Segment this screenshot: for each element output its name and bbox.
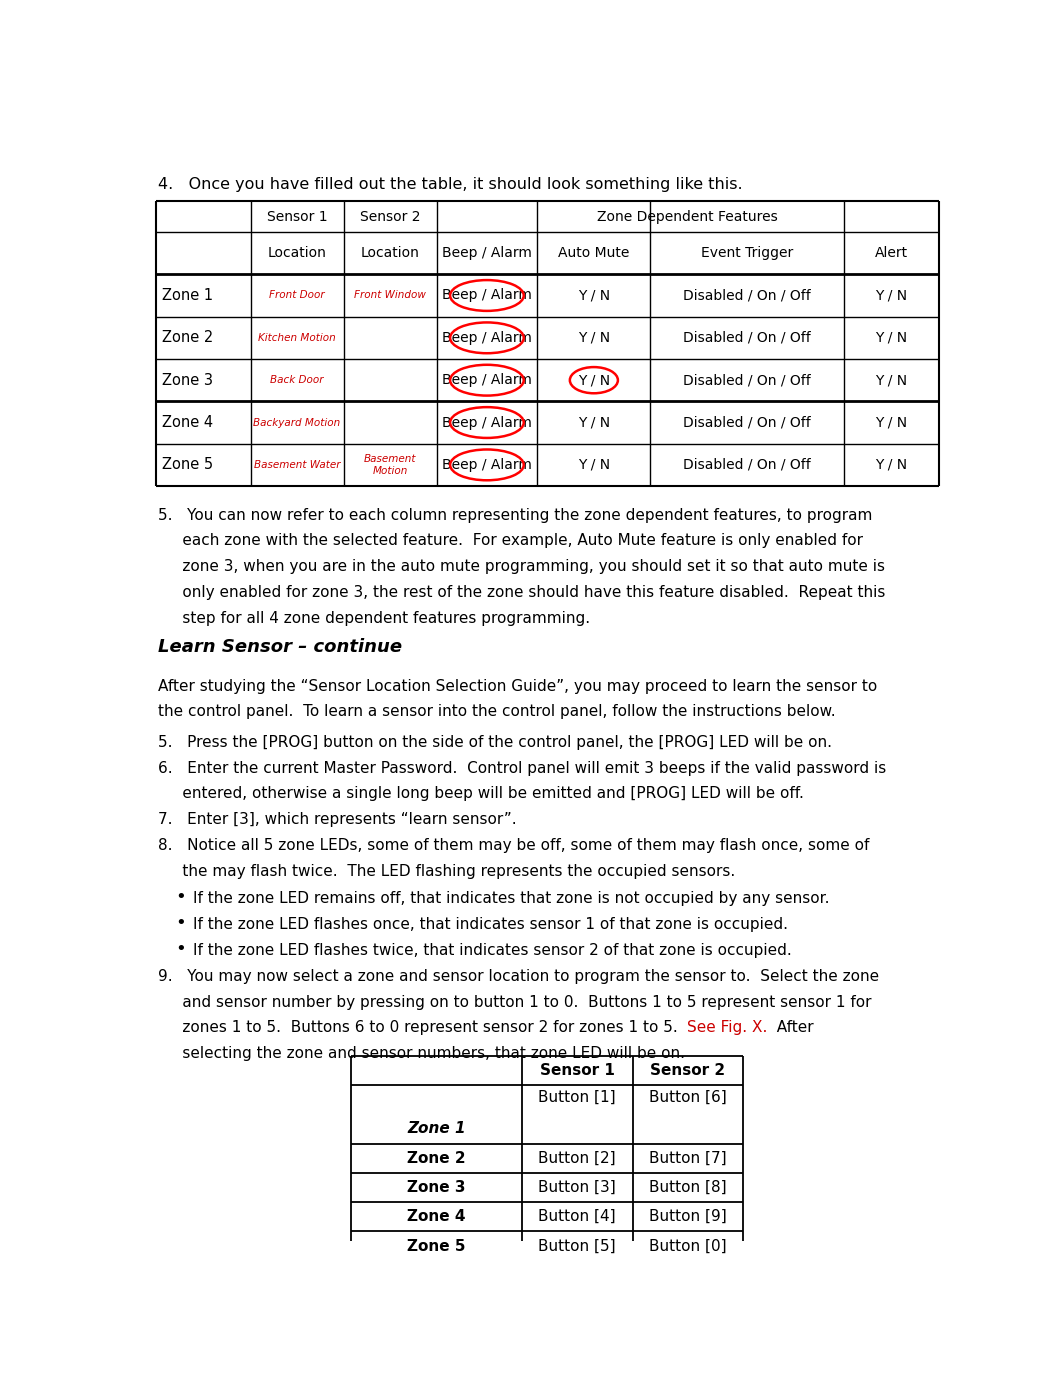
Text: Button [9]: Button [9] <box>649 1209 726 1224</box>
Text: Disabled / On / Off: Disabled / On / Off <box>684 457 811 473</box>
Text: •: • <box>175 940 186 958</box>
Text: After: After <box>768 1020 815 1036</box>
Text: Y / N: Y / N <box>875 374 908 388</box>
Text: Zone 1: Zone 1 <box>407 1121 466 1136</box>
Text: If the zone LED flashes twice, that indicates sensor 2 of that zone is occupied.: If the zone LED flashes twice, that indi… <box>193 942 792 958</box>
Text: Y / N: Y / N <box>875 330 908 344</box>
Text: Button [0]: Button [0] <box>649 1238 726 1253</box>
Text: 6.   Enter the current Master Password.  Control panel will emit 3 beeps if the : 6. Enter the current Master Password. Co… <box>157 761 886 775</box>
Text: Beep / Alarm: Beep / Alarm <box>442 247 532 261</box>
Text: Basement Water: Basement Water <box>254 460 340 470</box>
Text: Y / N: Y / N <box>578 374 610 388</box>
Text: selecting the zone and sensor numbers, that zone LED will be on.: selecting the zone and sensor numbers, t… <box>157 1047 685 1061</box>
Text: Disabled / On / Off: Disabled / On / Off <box>684 289 811 302</box>
Text: Front Window: Front Window <box>354 290 426 301</box>
Text: Button [2]: Button [2] <box>538 1151 616 1165</box>
Text: Auto Mute: Auto Mute <box>559 247 630 261</box>
Text: and sensor number by pressing on to button 1 to 0.  Buttons 1 to 5 represent sen: and sensor number by pressing on to butt… <box>157 995 871 1009</box>
Text: After studying the “Sensor Location Selection Guide”, you may proceed to learn t: After studying the “Sensor Location Sele… <box>157 679 877 694</box>
Text: Button [1]: Button [1] <box>538 1090 616 1104</box>
Text: Button [6]: Button [6] <box>649 1090 726 1104</box>
Text: Front Door: Front Door <box>270 290 325 301</box>
Text: Learn Sensor – continue: Learn Sensor – continue <box>157 637 401 655</box>
Text: 5.   Press the [PROG] button on the side of the control panel, the [PROG] LED wi: 5. Press the [PROG] button on the side o… <box>157 735 832 750</box>
Text: Sensor 1: Sensor 1 <box>267 209 327 223</box>
Text: Zone 2: Zone 2 <box>162 330 213 346</box>
Text: Zone 4: Zone 4 <box>162 415 213 429</box>
Text: Y / N: Y / N <box>578 330 610 344</box>
Text: Disabled / On / Off: Disabled / On / Off <box>684 374 811 388</box>
Text: 4.   Once you have filled out the table, it should look something like this.: 4. Once you have filled out the table, i… <box>157 177 742 191</box>
Text: Location: Location <box>361 247 419 261</box>
Text: Zone 5: Zone 5 <box>408 1238 466 1253</box>
Text: 9.   You may now select a zone and sensor location to program the sensor to.  Se: 9. You may now select a zone and sensor … <box>157 969 878 984</box>
Text: If the zone LED remains off, that indicates that zone is not occupied by any sen: If the zone LED remains off, that indica… <box>193 891 829 906</box>
Text: Zone 5: Zone 5 <box>162 457 213 473</box>
Text: Button [8]: Button [8] <box>649 1181 726 1195</box>
Text: Zone 4: Zone 4 <box>408 1209 466 1224</box>
Text: Beep / Alarm: Beep / Alarm <box>442 457 532 473</box>
Text: Event Trigger: Event Trigger <box>701 247 793 261</box>
Text: step for all 4 zone dependent features programming.: step for all 4 zone dependent features p… <box>157 611 589 626</box>
Text: entered, otherwise a single long beep will be emitted and [PROG] LED will be off: entered, otherwise a single long beep wi… <box>157 786 804 802</box>
Text: Disabled / On / Off: Disabled / On / Off <box>684 330 811 344</box>
Text: zone 3, when you are in the auto mute programming, you should set it so that aut: zone 3, when you are in the auto mute pr… <box>157 559 885 574</box>
Text: Location: Location <box>268 247 326 261</box>
Text: Basement
Motion: Basement Motion <box>364 454 416 475</box>
Text: Backyard Motion: Backyard Motion <box>254 418 341 428</box>
Text: Beep / Alarm: Beep / Alarm <box>442 289 532 302</box>
Text: Zone Dependent Features: Zone Dependent Features <box>597 209 778 223</box>
Text: Y / N: Y / N <box>578 415 610 429</box>
Text: each zone with the selected feature.  For example, Auto Mute feature is only ena: each zone with the selected feature. For… <box>157 534 862 548</box>
Text: 7.   Enter [3], which represents “learn sensor”.: 7. Enter [3], which represents “learn se… <box>157 813 516 827</box>
Text: Y / N: Y / N <box>875 289 908 302</box>
Text: Zone 3: Zone 3 <box>162 372 213 388</box>
Text: Back Door: Back Door <box>271 375 324 385</box>
Text: 5.   You can now refer to each column representing the zone dependent features, : 5. You can now refer to each column repr… <box>157 507 872 523</box>
Text: Sensor 2: Sensor 2 <box>651 1064 725 1078</box>
Text: Disabled / On / Off: Disabled / On / Off <box>684 415 811 429</box>
Text: Button [5]: Button [5] <box>538 1238 616 1253</box>
Text: •: • <box>175 914 186 931</box>
Text: See Fig. X.: See Fig. X. <box>687 1020 768 1036</box>
Text: 8.   Notice all 5 zone LEDs, some of them may be off, some of them may flash onc: 8. Notice all 5 zone LEDs, some of them … <box>157 838 869 853</box>
Text: Sensor 2: Sensor 2 <box>360 209 421 223</box>
Text: zones 1 to 5.  Buttons 6 to 0 represent sensor 2 for zones 1 to 5.: zones 1 to 5. Buttons 6 to 0 represent s… <box>157 1020 687 1036</box>
Text: Kitchen Motion: Kitchen Motion <box>258 333 336 343</box>
Text: only enabled for zone 3, the rest of the zone should have this feature disabled.: only enabled for zone 3, the rest of the… <box>157 585 885 599</box>
Text: Button [7]: Button [7] <box>649 1151 726 1165</box>
Text: Zone 2: Zone 2 <box>407 1151 466 1165</box>
Text: Beep / Alarm: Beep / Alarm <box>442 330 532 344</box>
Text: Beep / Alarm: Beep / Alarm <box>442 415 532 429</box>
Text: Alert: Alert <box>875 247 908 261</box>
Text: Y / N: Y / N <box>875 457 908 473</box>
Text: Zone 3: Zone 3 <box>408 1181 466 1195</box>
Text: •: • <box>175 888 186 906</box>
Text: Beep / Alarm: Beep / Alarm <box>442 374 532 388</box>
Text: Button [3]: Button [3] <box>538 1181 616 1195</box>
Text: Y / N: Y / N <box>875 415 908 429</box>
Text: the control panel.  To learn a sensor into the control panel, follow the instruc: the control panel. To learn a sensor int… <box>157 704 835 719</box>
Text: the may flash twice.  The LED flashing represents the occupied sensors.: the may flash twice. The LED flashing re… <box>157 864 735 878</box>
Text: Zone 1: Zone 1 <box>162 289 213 302</box>
Text: Y / N: Y / N <box>578 289 610 302</box>
Text: Sensor 1: Sensor 1 <box>539 1064 615 1078</box>
Text: Y / N: Y / N <box>578 457 610 473</box>
Text: If the zone LED flashes once, that indicates sensor 1 of that zone is occupied.: If the zone LED flashes once, that indic… <box>193 917 788 931</box>
Text: Button [4]: Button [4] <box>538 1209 616 1224</box>
